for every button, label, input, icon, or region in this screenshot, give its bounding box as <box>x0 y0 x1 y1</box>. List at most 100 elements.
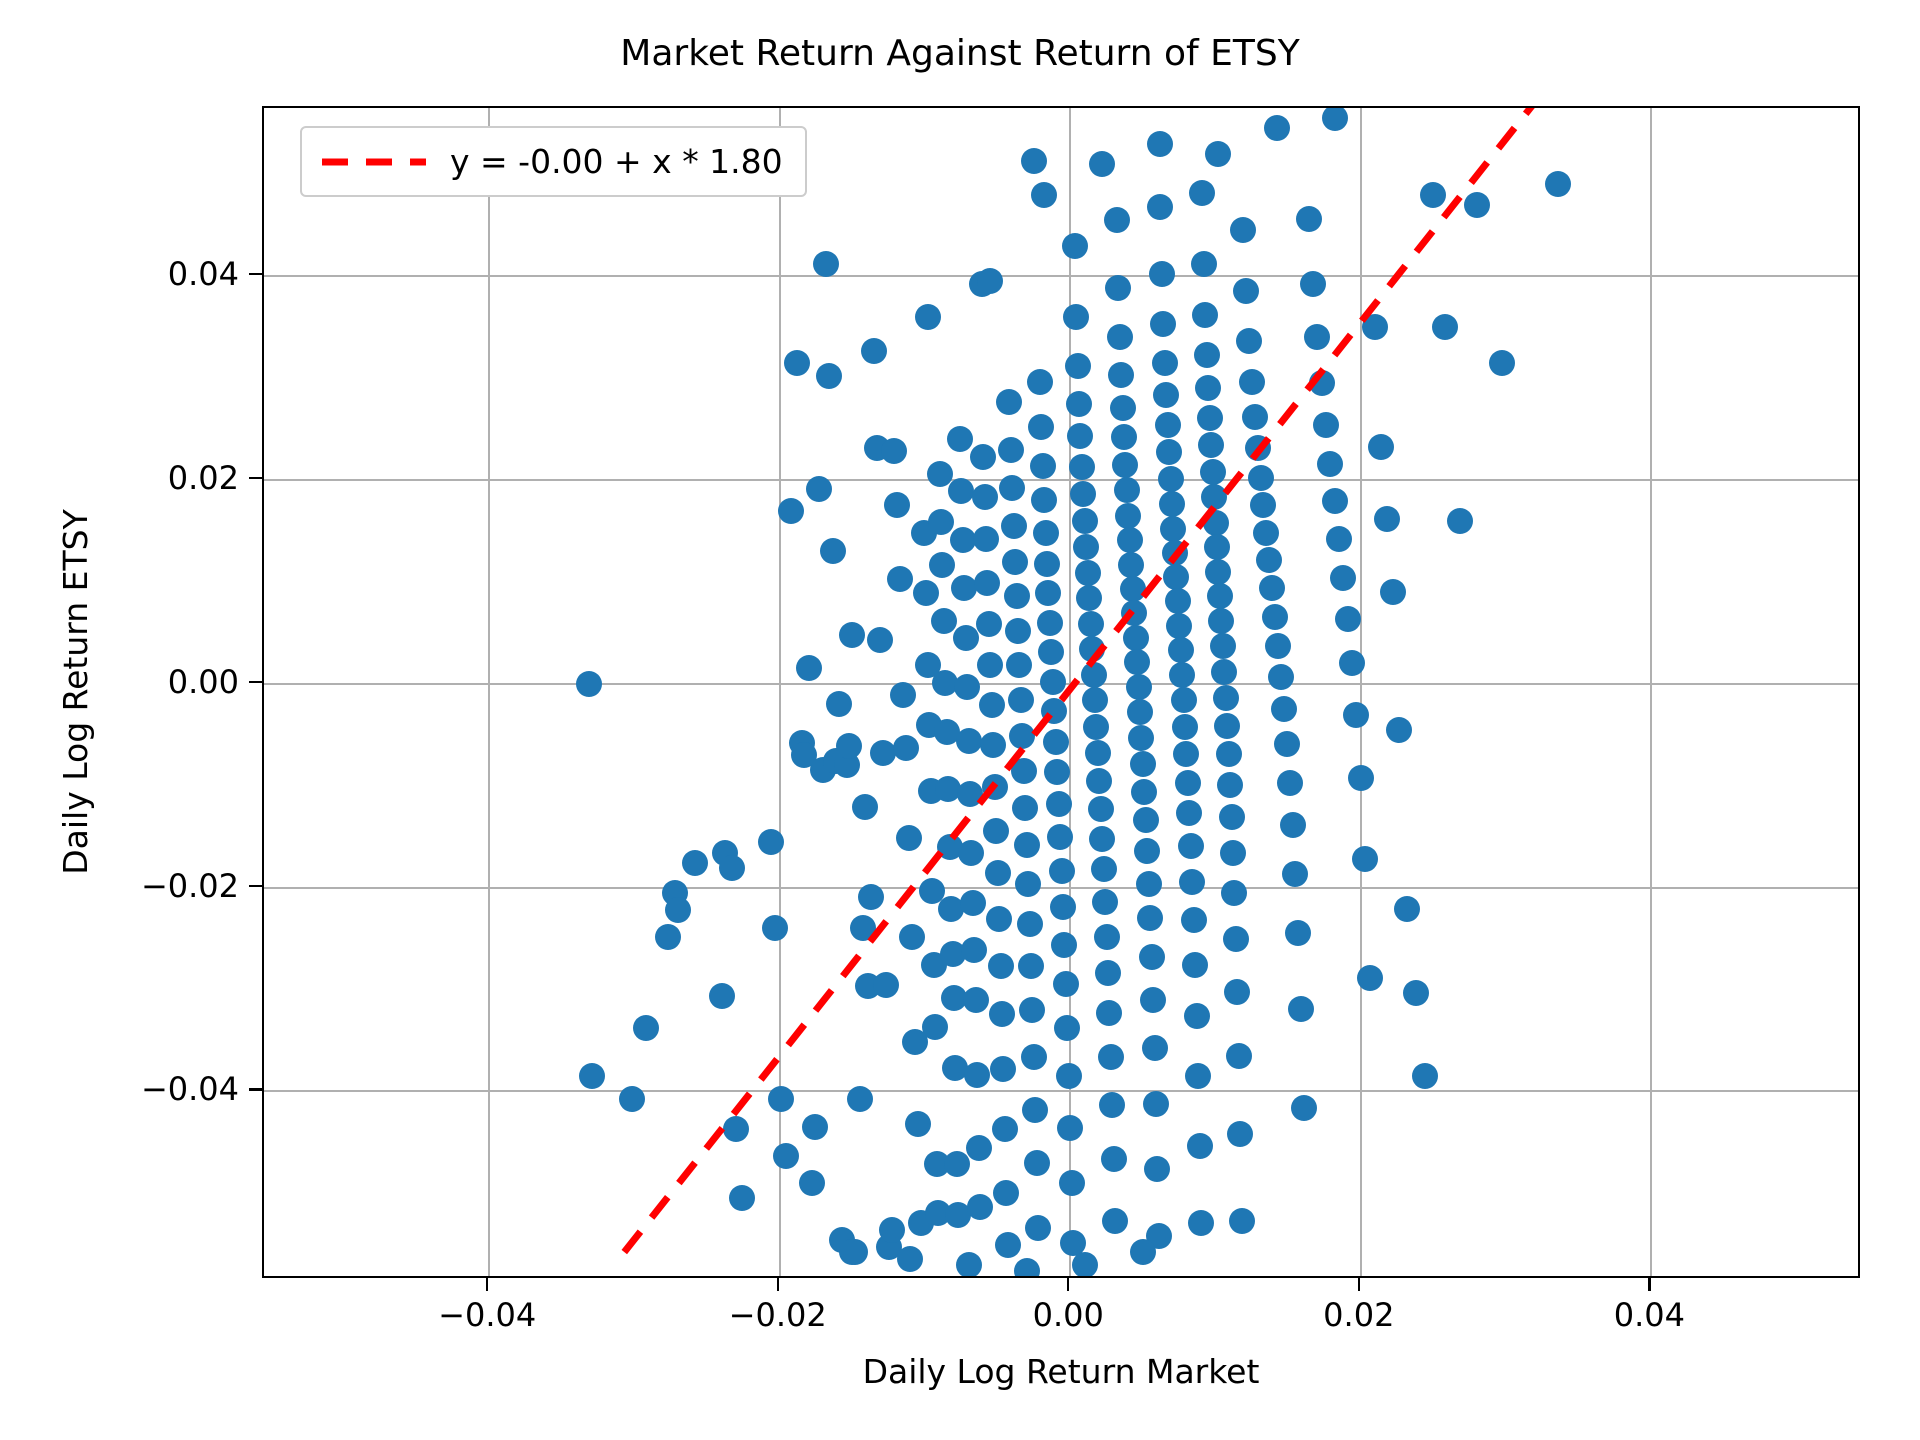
scatter-point <box>1347 764 1374 791</box>
gridline-vertical <box>488 108 491 1276</box>
scatter-point <box>1212 685 1239 712</box>
scatter-point <box>1265 633 1291 660</box>
scatter-point <box>1054 1015 1081 1042</box>
scatter-point <box>884 492 911 519</box>
scatter-point <box>1192 301 1219 328</box>
scatter-point <box>926 460 953 487</box>
scatter-point <box>1241 403 1268 430</box>
scatter-point <box>852 794 879 821</box>
y-tick-mark <box>249 273 262 276</box>
scatter-point <box>1211 658 1238 685</box>
scatter-point <box>1176 800 1203 827</box>
scatter-point <box>914 303 941 330</box>
scatter-point <box>708 982 735 1009</box>
scatter-point <box>1009 722 1036 749</box>
scatter-point <box>682 850 709 877</box>
scatter-point <box>1089 825 1116 852</box>
scatter-point <box>1128 724 1155 751</box>
scatter-point <box>929 551 956 578</box>
scatter-point <box>1109 394 1136 421</box>
scatter-point <box>983 817 1010 844</box>
scatter-point <box>1186 1133 1213 1160</box>
scatter-point <box>1154 411 1181 438</box>
scatter-point <box>946 426 973 453</box>
y-tick-mark <box>249 1088 262 1091</box>
scatter-point <box>1112 451 1139 478</box>
scatter-point <box>1295 206 1322 233</box>
gridline-vertical <box>1069 108 1072 1276</box>
scatter-point <box>1224 978 1251 1005</box>
scatter-point <box>1147 130 1174 157</box>
scatter-point <box>1201 484 1228 511</box>
scatter-point <box>1012 795 1039 822</box>
scatter-point <box>1028 413 1055 440</box>
scatter-point <box>1180 907 1207 934</box>
scatter-point <box>1247 464 1274 491</box>
scatter-point <box>1144 1155 1171 1182</box>
scatter-point <box>1025 1215 1052 1242</box>
y-tick-label: −0.02 <box>140 866 239 905</box>
scatter-point <box>839 621 866 648</box>
scatter-point <box>1403 979 1429 1006</box>
scatter-point <box>1151 349 1178 376</box>
scatter-point <box>1385 716 1412 743</box>
x-tick-label: 0.02 <box>1323 1296 1395 1334</box>
scatter-point <box>1035 580 1062 607</box>
scatter-point <box>1222 925 1249 952</box>
scatter-point <box>1122 624 1149 651</box>
scatter-point <box>1308 370 1335 397</box>
scatter-point <box>890 682 917 709</box>
scatter-point <box>1432 314 1459 341</box>
scatter-point <box>1343 702 1370 729</box>
scatter-point <box>1326 526 1353 553</box>
scatter-point <box>1031 181 1058 208</box>
scatter-point <box>1090 856 1117 883</box>
scatter-point <box>820 538 847 565</box>
scatter-point <box>861 337 888 364</box>
scatter-point <box>1013 831 1040 858</box>
scatter-point <box>1032 519 1059 546</box>
scatter-point <box>1219 839 1246 866</box>
scatter-point <box>1044 759 1071 786</box>
scatter-point <box>1228 1207 1255 1234</box>
y-tick-label: 0.02 <box>167 458 239 497</box>
scatter-point <box>1034 550 1061 577</box>
scatter-point <box>1420 181 1447 208</box>
scatter-point <box>1214 712 1241 739</box>
scatter-point <box>1153 382 1180 409</box>
scatter-point <box>1089 151 1116 178</box>
scatter-point <box>762 915 789 942</box>
scatter-point <box>959 889 986 916</box>
gridline-horizontal <box>264 478 1858 481</box>
scatter-point <box>1156 439 1183 466</box>
scatter-point <box>1321 108 1348 132</box>
scatter-point <box>1208 607 1235 634</box>
scatter-point <box>1020 147 1047 174</box>
scatter-point <box>1018 953 1045 980</box>
scatter-point <box>1095 960 1122 987</box>
scatter-point <box>955 1251 982 1276</box>
x-tick-label: −0.02 <box>728 1296 827 1334</box>
scatter-point <box>1368 434 1395 461</box>
scatter-point <box>977 652 1004 679</box>
scatter-point <box>758 828 784 855</box>
scatter-point <box>768 1085 795 1112</box>
gridline-vertical <box>1359 108 1362 1276</box>
scatter-point <box>1270 696 1297 723</box>
scatter-point <box>1205 558 1232 585</box>
scatter-point <box>1189 179 1216 206</box>
scatter-point <box>1023 1149 1050 1176</box>
scatter-point <box>913 580 940 607</box>
scatter-point <box>1205 140 1232 167</box>
scatter-point <box>1042 728 1069 755</box>
scatter-point <box>1065 390 1092 417</box>
scatter-point <box>723 1116 750 1143</box>
scatter-point <box>981 773 1008 800</box>
scatter-point <box>1064 352 1091 379</box>
scatter-point <box>1026 369 1053 396</box>
scatter-point <box>1058 1170 1085 1197</box>
scatter-point <box>1157 465 1184 492</box>
scatter-point <box>1116 527 1143 554</box>
scatter-point <box>1160 515 1187 542</box>
scatter-point <box>1055 1063 1082 1090</box>
